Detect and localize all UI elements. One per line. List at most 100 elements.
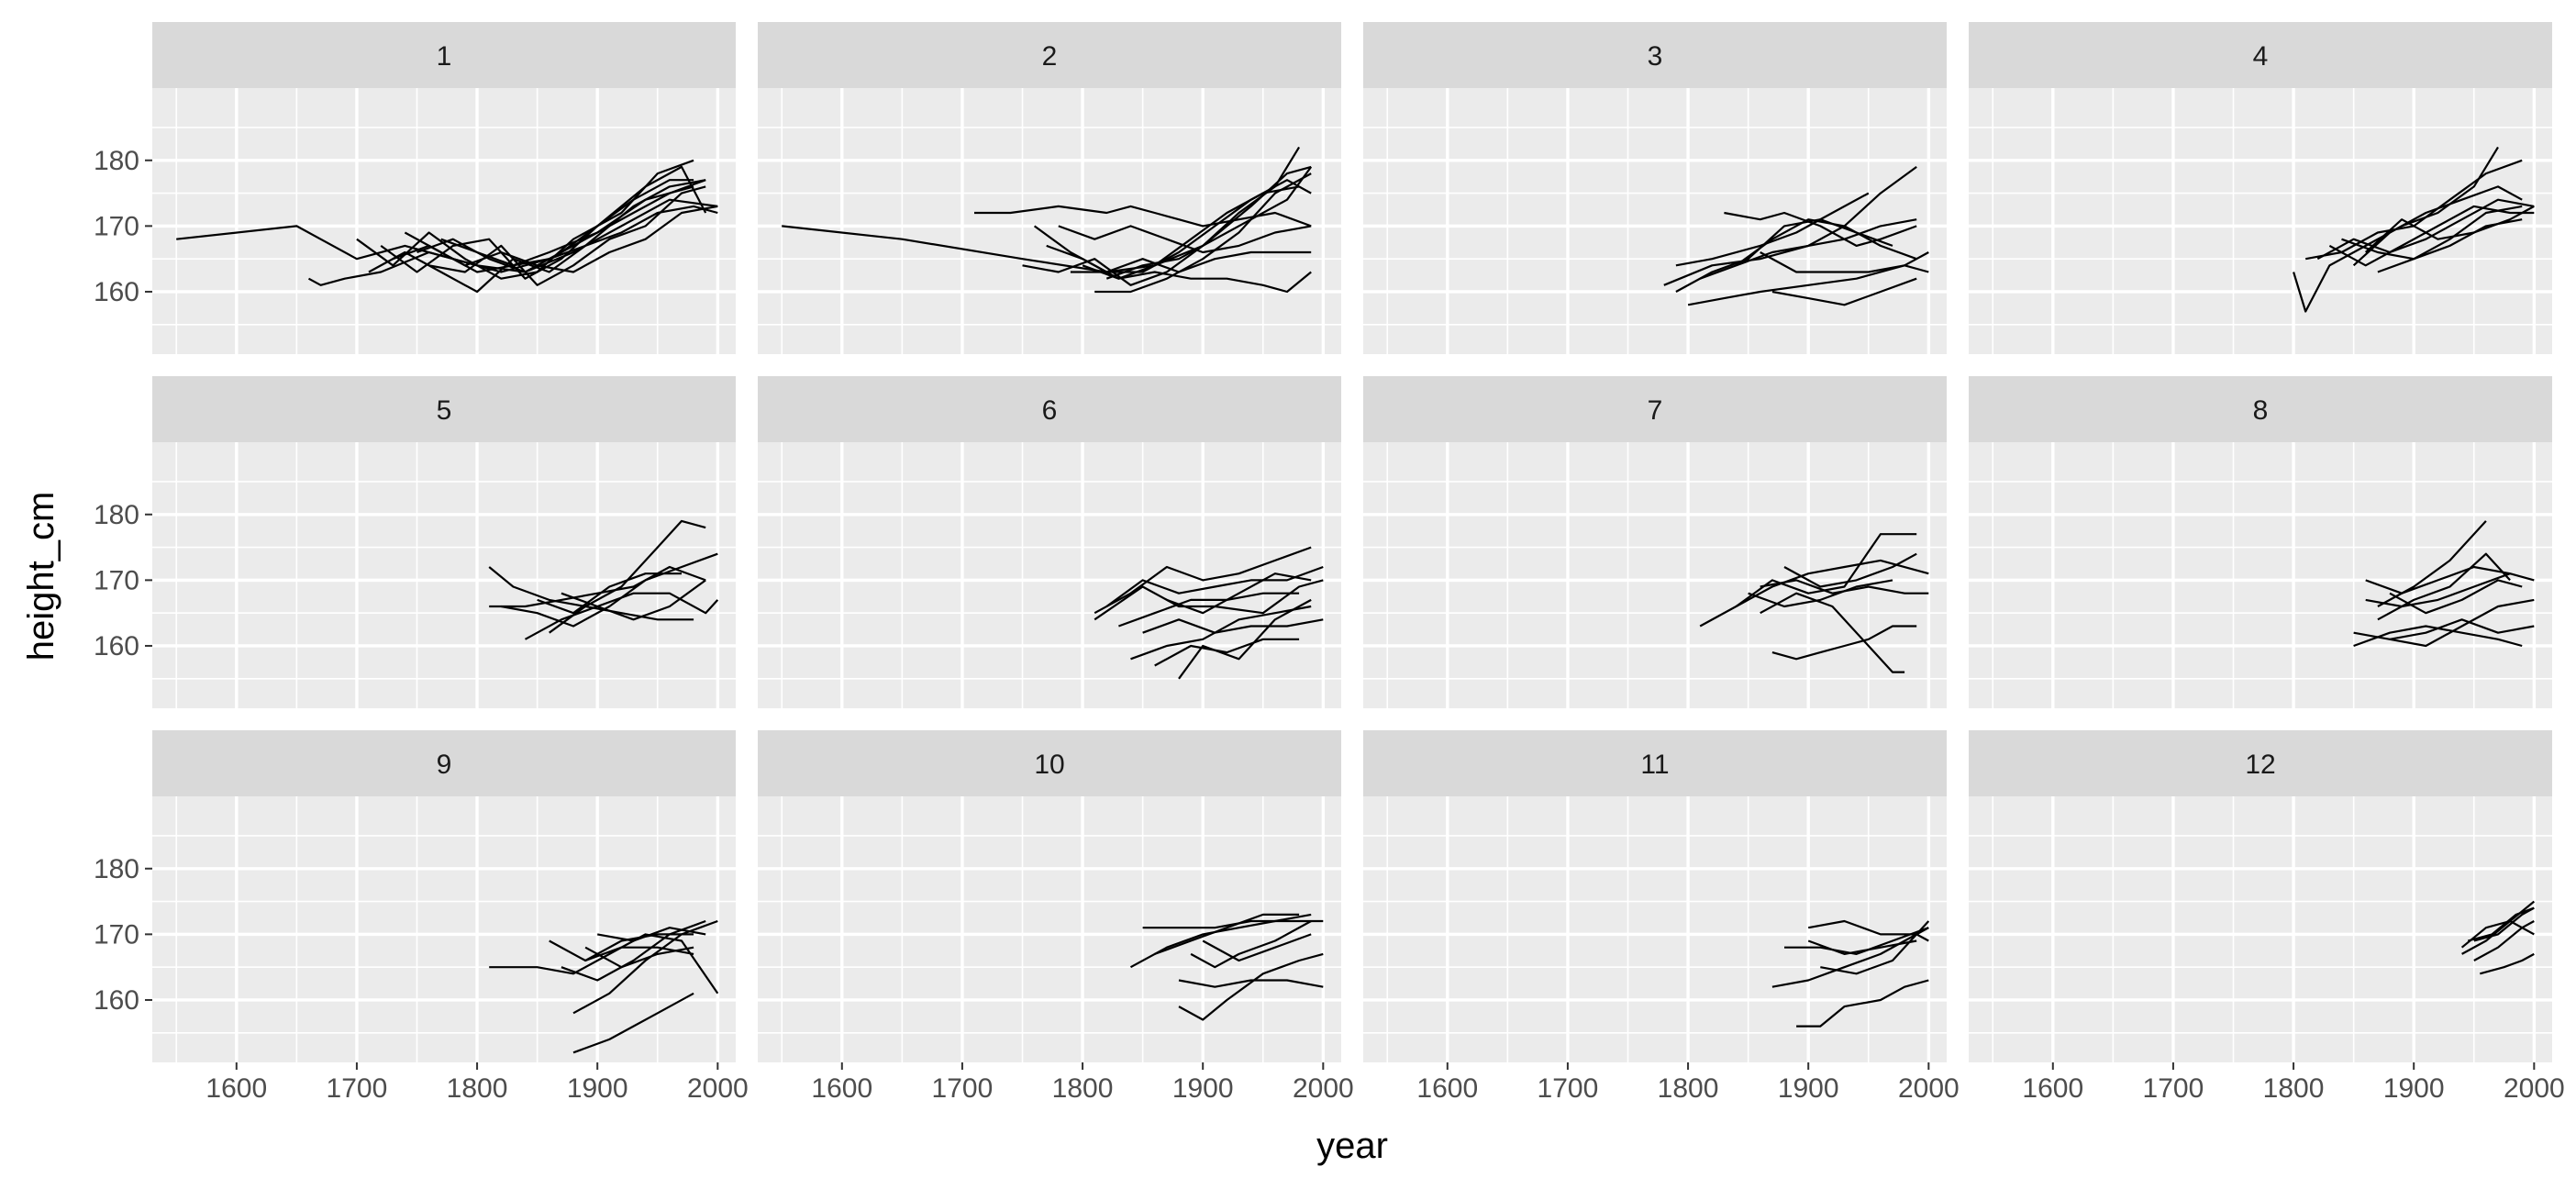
series-line-5 bbox=[1142, 618, 1324, 634]
facet-panel-3: 3 bbox=[1363, 22, 1947, 354]
facet-panel-8: 8 bbox=[1969, 376, 2552, 708]
series-line-1 bbox=[1129, 913, 1312, 969]
panel-background bbox=[758, 88, 1341, 354]
x-tick-label: 1700 bbox=[2143, 1073, 2204, 1104]
series-line-6 bbox=[1190, 920, 1312, 969]
facet-panel-11: 11 1600 1700 1800 1900 2000 bbox=[1363, 730, 1960, 1104]
series-line-4 bbox=[1130, 605, 1312, 661]
series-line-4 bbox=[572, 919, 718, 1015]
panels-layer: 1 160 170 180 2 3 4 5 160 170 180 6 7 8 9 160 170 180 1600… bbox=[94, 22, 2565, 1104]
facet-panel-2: 2 bbox=[758, 22, 1341, 354]
series-line-9 bbox=[428, 185, 706, 286]
series-line-4 bbox=[1808, 919, 1929, 942]
series-line-9 bbox=[1094, 172, 1312, 294]
facet-panel-5: 5 160 170 180 bbox=[94, 376, 736, 708]
facet-strip bbox=[1363, 376, 1947, 442]
series-line-3 bbox=[2316, 198, 2535, 261]
x-tick-label: 1900 bbox=[2383, 1073, 2445, 1104]
panel-background bbox=[1363, 442, 1947, 708]
x-axis-title: year bbox=[1316, 1126, 1388, 1166]
series-line-2 bbox=[2467, 906, 2535, 942]
panel-background bbox=[152, 88, 736, 354]
y-tick-label: 160 bbox=[94, 277, 139, 307]
series-line-2 bbox=[1735, 559, 1929, 607]
series-line-5 bbox=[380, 165, 707, 280]
series-line-6 bbox=[1807, 939, 1917, 956]
series-line-4 bbox=[368, 179, 706, 294]
series-line-7 bbox=[1760, 251, 1929, 273]
facet-strip-label: 7 bbox=[1648, 395, 1663, 426]
facet-panel-12: 12 1600 1700 1800 1900 2000 bbox=[1969, 730, 2565, 1104]
series-line-7 bbox=[1070, 250, 1312, 273]
x-tick-label: 1700 bbox=[1538, 1073, 1599, 1104]
series-line-4 bbox=[1760, 592, 1905, 673]
series-line-7 bbox=[2377, 520, 2487, 607]
series-line-5 bbox=[1820, 920, 1930, 975]
series-line-6 bbox=[2352, 185, 2523, 267]
series-line-8 bbox=[2389, 598, 2535, 648]
y-tick-label: 170 bbox=[94, 919, 139, 950]
series-line-3 bbox=[1796, 979, 1929, 1028]
series-line-5 bbox=[2353, 618, 2535, 640]
x-tick-label: 1900 bbox=[1172, 1073, 1234, 1104]
series-line-4 bbox=[2389, 579, 2523, 615]
x-tick-label: 1800 bbox=[447, 1073, 508, 1104]
series-line-3 bbox=[2377, 552, 2511, 621]
facet-strip-label: 10 bbox=[1034, 750, 1064, 780]
y-tick-label: 160 bbox=[94, 985, 139, 1016]
series-line-3 bbox=[356, 159, 694, 280]
y-tick-label: 180 bbox=[94, 854, 139, 884]
series-line-6 bbox=[1058, 225, 1312, 254]
series-line-9 bbox=[1094, 579, 1324, 621]
series-line-8 bbox=[416, 179, 694, 273]
series-line-6 bbox=[2473, 906, 2535, 942]
facet-strip-label: 6 bbox=[1042, 395, 1058, 426]
facet-panel-4: 4 bbox=[1969, 22, 2552, 354]
facet-strip-label: 8 bbox=[2253, 395, 2269, 426]
facet-strip bbox=[1969, 730, 2552, 796]
series-line-8 bbox=[1082, 264, 1312, 294]
facet-strip-label: 5 bbox=[437, 395, 452, 426]
facet-panel-9: 9 160 170 180 1600 1700 1800 1900 2000 bbox=[94, 730, 749, 1104]
facet-strip-label: 12 bbox=[2245, 750, 2275, 780]
facet-strip bbox=[1969, 22, 2552, 88]
series-line-5 bbox=[549, 605, 694, 634]
x-tick-label: 2000 bbox=[1293, 1073, 1354, 1104]
facet-strip-label: 3 bbox=[1648, 41, 1663, 72]
series-line-8 bbox=[2377, 205, 2523, 273]
facet-strip bbox=[758, 22, 1341, 88]
series-line-6 bbox=[2365, 565, 2535, 594]
series-line-7 bbox=[1202, 933, 1312, 962]
x-tick-label: 1800 bbox=[1052, 1073, 1114, 1104]
facet-strip bbox=[1969, 376, 2552, 442]
series-line-9 bbox=[1675, 218, 1893, 293]
series-line-8 bbox=[584, 946, 694, 962]
series-line-7 bbox=[597, 927, 706, 942]
series-line-7 bbox=[1166, 572, 1312, 615]
series-line-1 bbox=[488, 519, 706, 608]
facet-panel-7: 7 bbox=[1363, 376, 1947, 708]
x-tick-label: 2000 bbox=[687, 1073, 749, 1104]
y-tick-label: 180 bbox=[94, 146, 139, 176]
series-line-1 bbox=[1094, 546, 1312, 615]
series-line-7 bbox=[489, 565, 706, 608]
facet-strip bbox=[758, 376, 1341, 442]
y-axis-title: height_cm bbox=[21, 492, 61, 661]
x-tick-label: 1900 bbox=[1778, 1073, 1839, 1104]
series-line-2 bbox=[1142, 919, 1324, 929]
series-line-3 bbox=[1154, 913, 1300, 955]
facet-strip-label: 1 bbox=[437, 41, 452, 72]
panel-background bbox=[152, 796, 736, 1062]
x-tick-label: 1800 bbox=[2263, 1073, 2325, 1104]
panel-background bbox=[1363, 796, 1947, 1062]
facet-strip-label: 9 bbox=[437, 750, 452, 780]
facet-panel-10: 10 1600 1700 1800 1900 2000 bbox=[758, 730, 1354, 1104]
x-tick-label: 1600 bbox=[2022, 1073, 2083, 1104]
series-line-3 bbox=[1118, 592, 1300, 628]
series-line-5 bbox=[1178, 979, 1324, 988]
series-line-2 bbox=[2365, 572, 2511, 608]
x-tick-label: 1600 bbox=[811, 1073, 872, 1104]
facet-strip bbox=[1363, 22, 1947, 88]
series-line-2 bbox=[501, 552, 718, 628]
